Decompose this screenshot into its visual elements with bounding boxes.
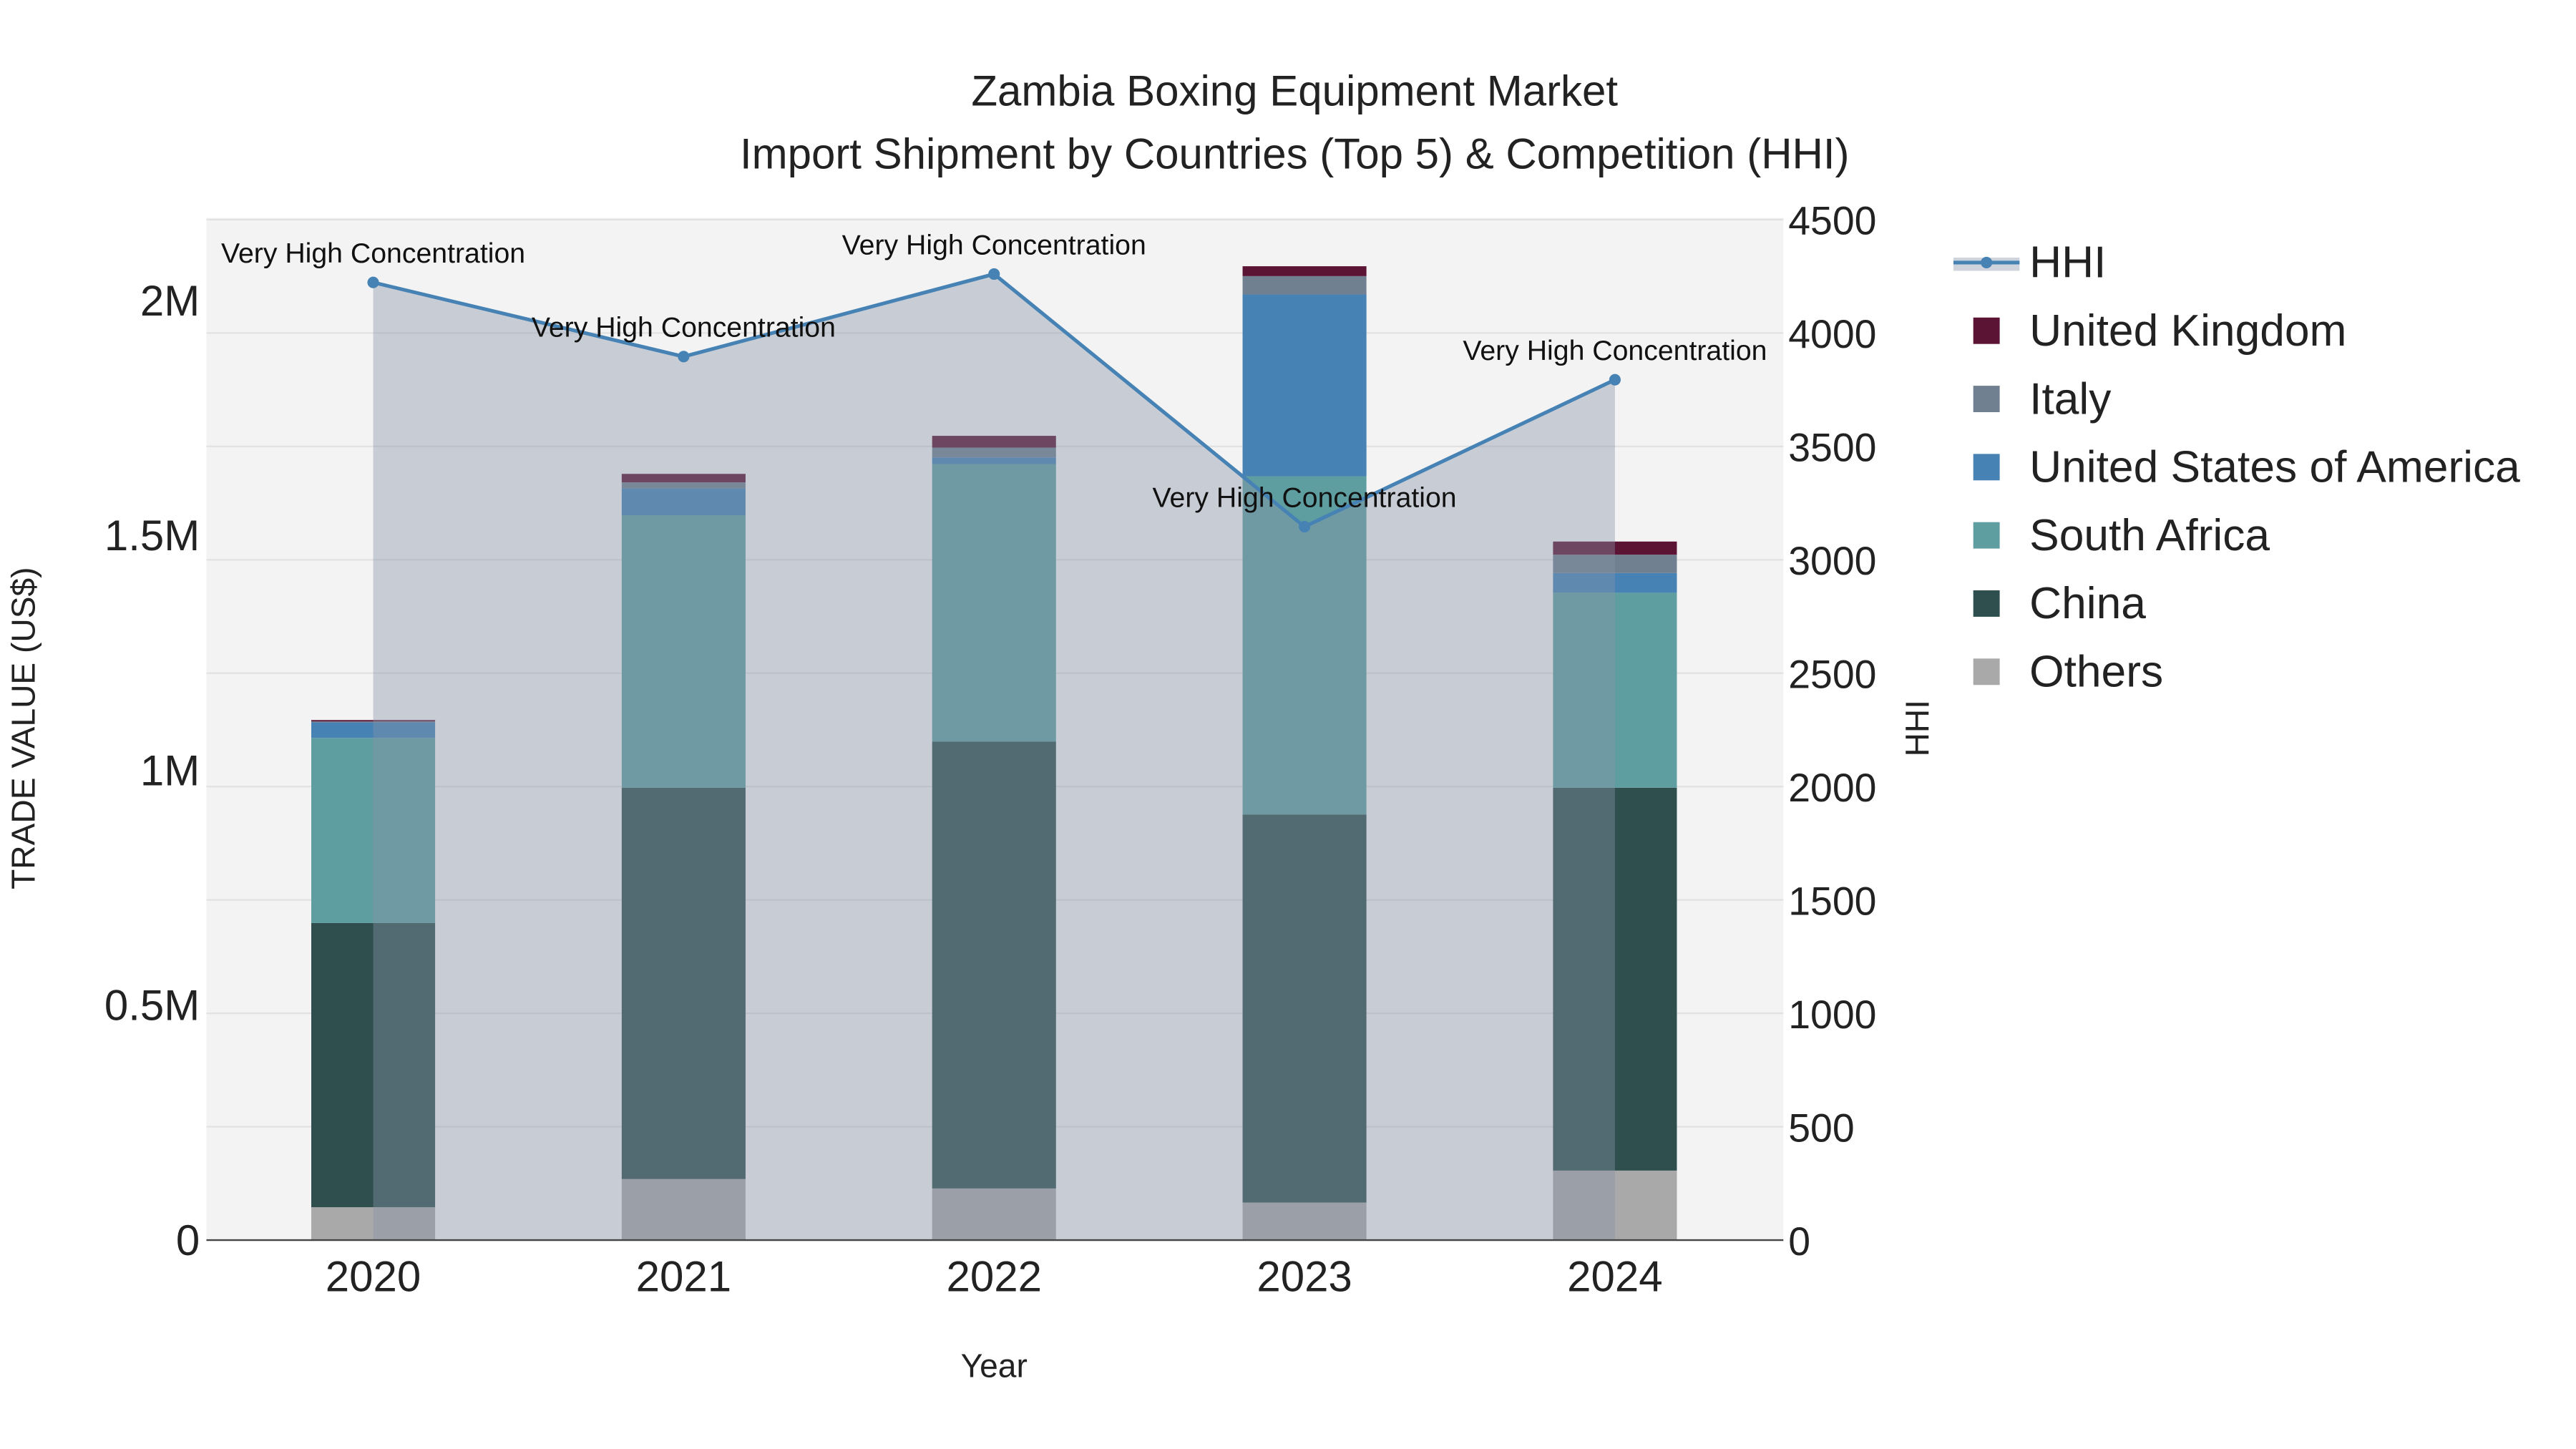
legend-label: United States of America [2029, 443, 2520, 492]
bar-china [1242, 814, 1367, 1203]
x-tick-label: 2022 [946, 1253, 1041, 1301]
bar-italy [311, 721, 436, 723]
legend-swatch [1973, 386, 2000, 412]
bar-united-kingdom [621, 474, 746, 483]
legend: HHI United Kingdom Italy United States of A… [1953, 238, 2520, 697]
hhi-annotation: Very High Concentration [221, 238, 525, 269]
x-tick-label: 2024 [1567, 1253, 1662, 1301]
legend-label: Italy [2029, 374, 2112, 424]
bar-others [1242, 1202, 1367, 1241]
y2-tick-label: 4000 [1788, 312, 1876, 356]
bar-united-states-of-america [932, 457, 1056, 464]
y2-tick-label: 2500 [1788, 653, 1876, 697]
y2-tick-label: 2000 [1788, 766, 1876, 810]
chart-subtitle: Import Shipment by Countries (Top 5) & C… [740, 130, 1850, 177]
y2-tick-label: 3000 [1788, 539, 1876, 583]
legend-swatch [1973, 317, 2000, 344]
legend-swatch [1973, 454, 2000, 481]
bar-china [1553, 787, 1677, 1171]
x-tick-label: 2021 [636, 1253, 731, 1301]
legend-swatch-hhi-marker [1981, 256, 1993, 268]
bar-china [932, 741, 1056, 1189]
bar-italy [932, 447, 1056, 458]
x-tick-label: 2020 [326, 1253, 421, 1301]
bar-others [311, 1207, 436, 1241]
y2-tick-label: 1500 [1788, 879, 1876, 923]
hhi-area [373, 273, 1615, 1241]
y2-tick-label: 3500 [1788, 426, 1876, 470]
bar-italy [1553, 555, 1677, 573]
y-axis-title: TRADE VALUE (US$) [4, 567, 42, 889]
hhi-line: Very High Concentration Very High Concent… [221, 229, 1767, 1241]
bar-united-states-of-america [1242, 294, 1367, 477]
hhi-annotation: Very High Concentration [1153, 482, 1457, 513]
y2-axis-ticks: 0 500 1000 1500 2000 2500 3000 3500 4000 4500 [1788, 199, 1876, 1264]
hhi-annotation: Very High Concentration [532, 312, 836, 343]
legend-swatch [1973, 658, 2000, 686]
bar-south-africa [1242, 476, 1367, 815]
y-tick-label: 2M [140, 277, 200, 325]
y-axis-ticks: 0 0.5M 1M 1.5M 2M [104, 277, 200, 1264]
bar-others [932, 1188, 1056, 1241]
y-tick-label: 1.5M [104, 512, 200, 560]
hhi-point [1609, 374, 1621, 386]
bar-united-kingdom [1553, 541, 1677, 555]
bar-china [311, 922, 436, 1208]
hhi-point [367, 276, 379, 288]
bar-others [621, 1179, 746, 1241]
bar-china [621, 787, 746, 1179]
bar-others [1553, 1170, 1677, 1241]
bars [311, 266, 1677, 1241]
bar-south-africa [621, 515, 746, 788]
legend-label: China [2029, 579, 2146, 628]
legend-swatch [1973, 522, 2000, 549]
legend-label: South Africa [2029, 511, 2270, 560]
y-tick-label: 1M [140, 746, 200, 794]
bar-united-kingdom [932, 436, 1056, 448]
bar-italy [621, 482, 746, 489]
bar-united-states-of-america [621, 488, 746, 516]
y2-tick-label: 4500 [1788, 199, 1876, 243]
hhi-point [988, 268, 1000, 280]
hhi-annotation: Very High Concentration [842, 229, 1146, 260]
bar-italy [1242, 275, 1367, 295]
hhi-point [1299, 520, 1311, 533]
bar-united-states-of-america [1553, 572, 1677, 593]
hhi-point [678, 351, 690, 363]
x-tick-label: 2023 [1257, 1253, 1352, 1301]
bar-south-africa [311, 738, 436, 923]
y2-tick-label: 0 [1788, 1219, 1810, 1264]
bar-united-states-of-america [311, 722, 436, 738]
legend-swatch [1973, 590, 2000, 617]
x-axis-title: Year [961, 1347, 1028, 1385]
x-axis-ticks: 2020 2021 2022 2023 2024 [326, 1253, 1663, 1301]
y-tick-label: 0.5M [104, 982, 200, 1030]
bar-south-africa [1553, 592, 1677, 788]
hhi-annotation: Very High Concentration [1463, 335, 1767, 366]
bar-south-africa [932, 464, 1056, 742]
y2-tick-label: 500 [1788, 1106, 1854, 1150]
legend-label: Others [2029, 648, 2163, 697]
bar-united-kingdom [311, 720, 436, 722]
legend-label: United Kingdom [2029, 306, 2346, 356]
y-tick-label: 0 [176, 1216, 200, 1264]
y2-axis-title: HHI [1898, 700, 1936, 756]
legend-label: HHI [2029, 238, 2106, 288]
bar-united-kingdom [1242, 266, 1367, 276]
y2-tick-label: 1000 [1788, 992, 1876, 1037]
chart-title: Zambia Boxing Equipment Market [971, 67, 1618, 115]
